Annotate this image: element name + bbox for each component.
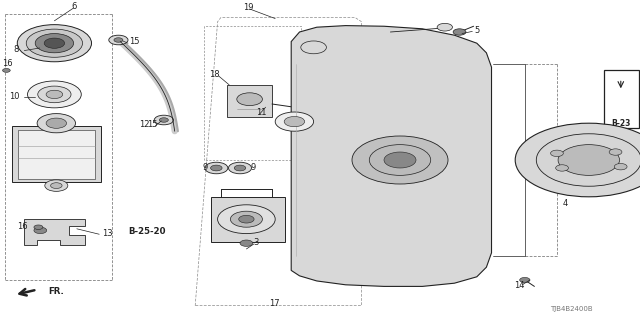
Circle shape <box>301 41 326 54</box>
Circle shape <box>205 162 228 174</box>
Text: 15: 15 <box>129 37 140 46</box>
Circle shape <box>34 225 43 229</box>
Text: 10: 10 <box>9 92 19 101</box>
Text: 16: 16 <box>2 60 13 68</box>
Circle shape <box>34 227 47 234</box>
Bar <box>604 70 639 128</box>
Circle shape <box>369 145 431 175</box>
Circle shape <box>234 165 246 171</box>
Text: 11: 11 <box>256 108 266 117</box>
Text: 9: 9 <box>250 164 255 172</box>
Text: 17: 17 <box>269 299 279 308</box>
Circle shape <box>218 205 275 234</box>
Text: 13: 13 <box>102 229 113 238</box>
Circle shape <box>384 152 416 168</box>
Text: 16: 16 <box>17 222 28 231</box>
Circle shape <box>536 134 640 186</box>
Circle shape <box>284 116 305 127</box>
Circle shape <box>45 180 68 191</box>
Circle shape <box>114 38 123 42</box>
Text: 15: 15 <box>147 120 157 129</box>
Circle shape <box>44 38 65 48</box>
Text: 19: 19 <box>243 3 253 12</box>
Text: B-23: B-23 <box>611 119 630 128</box>
Circle shape <box>515 123 640 197</box>
Circle shape <box>550 150 563 156</box>
Circle shape <box>240 240 253 246</box>
Circle shape <box>109 35 128 45</box>
Circle shape <box>28 81 81 108</box>
Circle shape <box>352 136 448 184</box>
Circle shape <box>556 165 568 171</box>
Circle shape <box>211 165 222 171</box>
Circle shape <box>26 29 83 57</box>
Circle shape <box>3 68 10 72</box>
Text: 14: 14 <box>515 281 525 290</box>
Text: 3: 3 <box>253 238 259 247</box>
Polygon shape <box>211 197 285 242</box>
Text: 18: 18 <box>209 70 220 79</box>
Circle shape <box>159 118 168 122</box>
Circle shape <box>38 86 71 103</box>
Circle shape <box>228 162 252 174</box>
Circle shape <box>230 211 262 227</box>
Circle shape <box>46 118 67 128</box>
Circle shape <box>35 34 74 53</box>
Circle shape <box>239 215 254 223</box>
Text: FR.: FR. <box>48 287 64 296</box>
Text: 4: 4 <box>563 199 568 208</box>
Polygon shape <box>24 219 85 245</box>
Circle shape <box>237 93 262 106</box>
Text: TJB4B2400B: TJB4B2400B <box>550 306 592 312</box>
Circle shape <box>46 90 63 99</box>
Circle shape <box>37 114 76 133</box>
Text: 5: 5 <box>474 26 479 35</box>
Polygon shape <box>227 85 272 117</box>
Polygon shape <box>291 26 492 286</box>
Bar <box>18 130 95 179</box>
Text: 6: 6 <box>71 2 76 11</box>
Circle shape <box>520 277 530 283</box>
Text: 8: 8 <box>13 45 19 54</box>
Text: 9: 9 <box>202 164 207 172</box>
Circle shape <box>17 25 92 62</box>
Circle shape <box>558 145 620 175</box>
Polygon shape <box>12 126 101 182</box>
Circle shape <box>437 23 452 31</box>
Circle shape <box>609 149 622 155</box>
Circle shape <box>614 164 627 170</box>
Text: 12: 12 <box>139 120 149 129</box>
Circle shape <box>154 115 173 125</box>
Circle shape <box>453 29 466 35</box>
Text: B-25-20: B-25-20 <box>129 227 166 236</box>
Circle shape <box>51 183 62 188</box>
Circle shape <box>275 112 314 131</box>
